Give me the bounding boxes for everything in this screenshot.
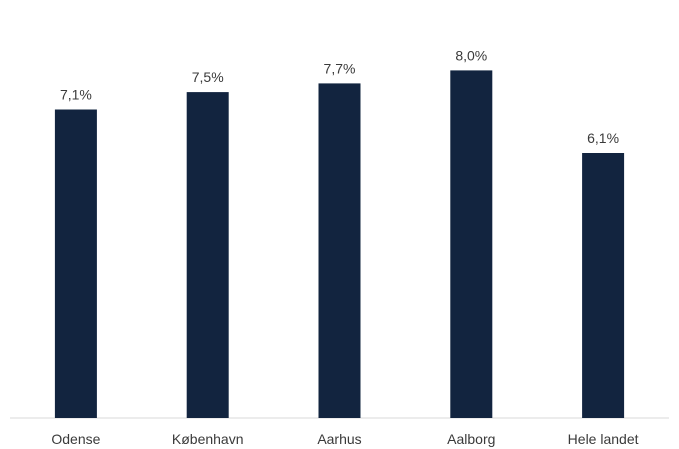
category-label-3: Aalborg xyxy=(447,431,495,447)
category-label-4: Hele landet xyxy=(568,431,639,447)
data-label-4: 6,1% xyxy=(587,130,619,146)
bar-4 xyxy=(582,153,625,418)
bar-2 xyxy=(318,83,361,419)
data-labels-group: 7,1% 7,5% 7,7% 8,0% 6,1% xyxy=(60,47,619,146)
category-label-1: København xyxy=(172,431,244,447)
bar-0 xyxy=(54,109,97,418)
data-label-3: 8,0% xyxy=(455,47,487,63)
category-label-2: Aarhus xyxy=(317,431,361,447)
category-label-0: Odense xyxy=(51,431,100,447)
bars-group xyxy=(54,70,625,419)
bar-1 xyxy=(186,92,229,418)
data-label-0: 7,1% xyxy=(60,87,92,103)
data-label-1: 7,5% xyxy=(192,69,224,85)
data-label-2: 7,7% xyxy=(324,60,356,76)
category-labels-group: Odense København Aarhus Aalborg Hele landet xyxy=(51,431,638,447)
bar-3 xyxy=(450,70,493,419)
